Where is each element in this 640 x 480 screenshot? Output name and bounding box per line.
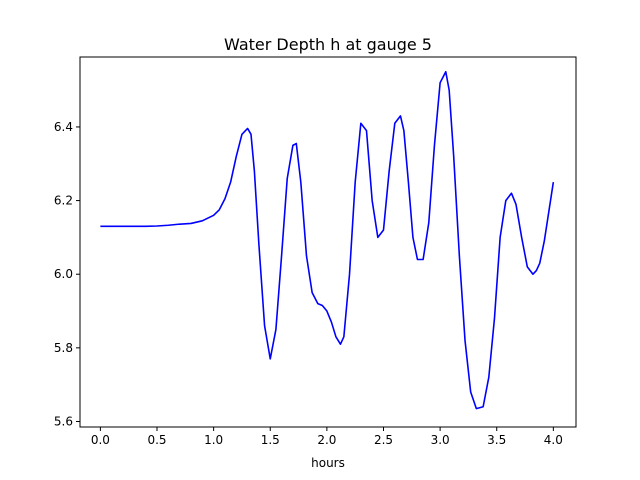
- x-tick-label: 0.0: [91, 433, 110, 447]
- plot-area: [100, 70, 555, 410]
- x-tick-label: 1.0: [204, 433, 223, 447]
- x-tick-label: 2.0: [317, 433, 336, 447]
- series-line: [100, 70, 555, 410]
- y-tick-label: 5.8: [54, 341, 73, 355]
- x-tick-label: 2.5: [374, 433, 393, 447]
- y-tick-label: 5.6: [54, 414, 73, 428]
- plot-frame: [79, 56, 577, 428]
- y-tick-label: 6.0: [54, 267, 73, 281]
- x-tick-label: 0.5: [147, 433, 166, 447]
- x-tick-label: 3.0: [431, 433, 450, 447]
- x-tick-label: 4.0: [544, 433, 563, 447]
- x-axis-label: hours: [311, 456, 345, 470]
- x-tick-label: 3.5: [487, 433, 506, 447]
- y-tick-label: 6.2: [54, 194, 73, 208]
- chart-title: Water Depth h at gauge 5: [224, 35, 432, 54]
- axis-ticks: 0.0 0.5 1.0 1.5 2.0 2.5 3.0 3.5 4.0 5.6 5.8 6.0 6.2 6…: [54, 120, 563, 447]
- y-tick-label: 6.4: [54, 120, 73, 134]
- x-tick-label: 1.5: [261, 433, 280, 447]
